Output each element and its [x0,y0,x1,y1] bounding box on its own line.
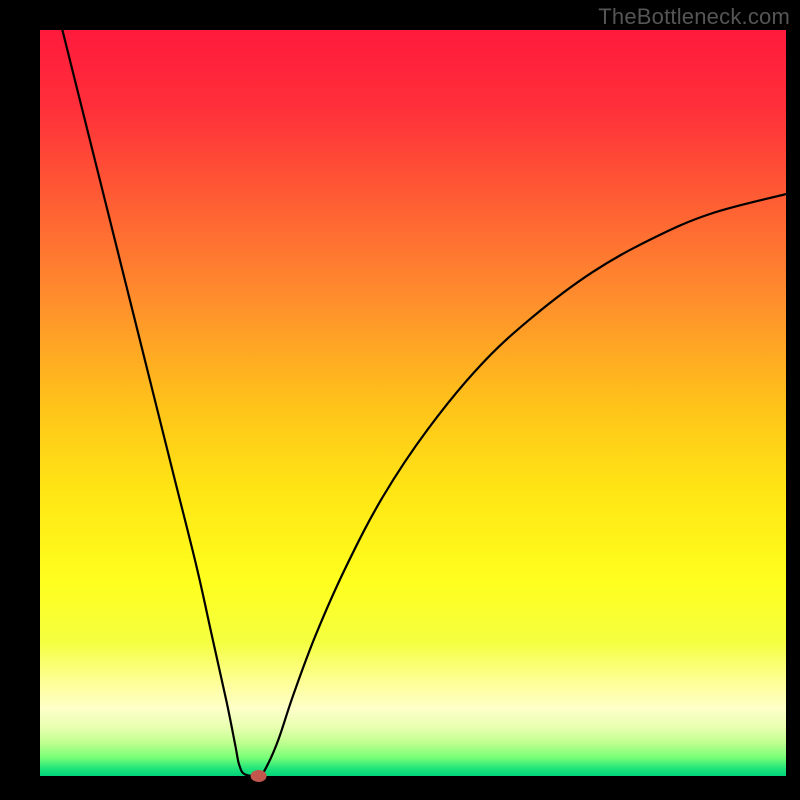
plot-background [40,30,786,776]
attribution-label: TheBottleneck.com [598,4,790,30]
chart-svg [0,0,800,800]
optimal-point-marker [251,770,267,782]
bottleneck-chart [0,0,800,800]
